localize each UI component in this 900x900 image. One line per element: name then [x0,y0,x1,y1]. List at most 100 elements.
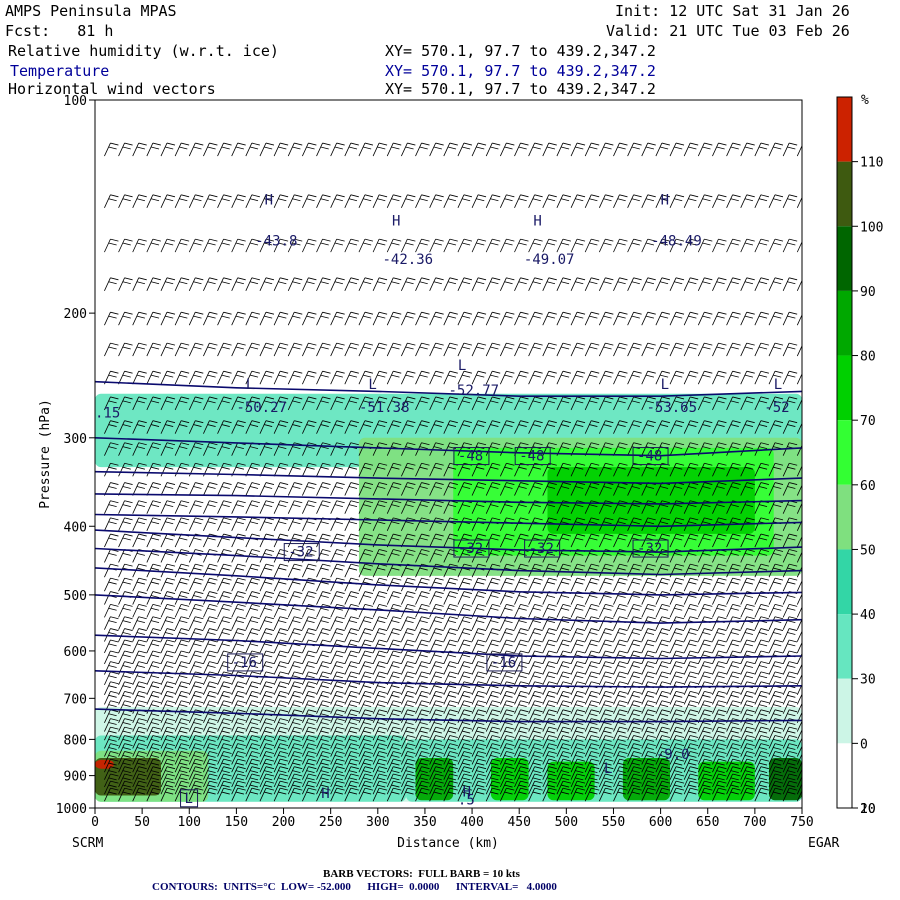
barb-staff [287,780,295,795]
barb-flag [122,704,131,708]
wind-barb-921 [429,194,444,208]
barb-flag [449,671,458,675]
wind-barb-121 [146,194,161,208]
barb-staff [443,616,451,630]
barb-flag [520,691,529,694]
barb-flag [407,661,416,664]
barb-flag [138,780,147,784]
barb-staff [104,616,111,630]
barb-flag [433,242,442,246]
barb-flag [209,766,218,770]
wind-barb-573 [302,517,317,532]
barb-flag [350,766,359,770]
barb-staff [203,661,210,675]
wind-barb-1219 [528,604,543,618]
barb-flag [136,747,146,750]
barb-flag [264,791,273,795]
barb-staff [160,396,168,411]
barb-flag [492,650,501,654]
barb-flag [150,722,160,725]
barb-flag [235,198,244,202]
barb-flag [294,482,303,485]
barb-flag [476,595,485,598]
barb-flag [237,549,246,552]
wind-barb-386 [231,681,246,695]
barb-flag [308,780,317,784]
wind-barb-78 [118,780,133,795]
barb-flag [152,758,161,762]
barb-flag [364,650,374,654]
barb-flag [334,552,343,556]
barb-flag [377,665,386,668]
barb-staff [287,238,295,253]
barb-flag [336,718,345,721]
barb-flag [122,400,131,404]
wind-barb-350 [217,718,232,732]
barb-flag [152,743,161,746]
barb-staff [273,773,281,788]
barb-flag [280,773,289,777]
barb-staff [104,751,111,765]
barb-flag [179,694,188,698]
barb-flag [223,604,232,607]
wind-barb-146 [146,681,161,695]
barb-flag [476,675,485,679]
wind-barb-592 [302,735,317,749]
barb-flag [179,770,188,773]
wind-barb-944 [429,661,444,675]
barb-staff [132,142,140,157]
wind-barb-262 [188,639,204,654]
wind-barb-464 [259,661,275,675]
barb-staff [203,604,210,618]
barb-staff [259,371,267,385]
barb-flag [405,704,414,708]
wind-barb-57 [118,577,133,592]
barb-staff [330,549,338,563]
wind-barb-698 [344,591,359,605]
barb-flag [193,281,202,285]
wind-barb-716 [344,766,359,780]
wind-barb-711 [344,726,359,741]
barb-flag [278,446,287,450]
barb-staff [132,277,140,291]
barb-flag [221,466,230,470]
barb-staff [118,604,125,618]
barb-flag [308,718,317,721]
barb-flag [209,194,218,198]
barb-flag [249,521,259,525]
wind-barb-744 [358,661,374,675]
barb-staff [302,396,309,411]
barb-staff [514,639,521,654]
barb-flag [334,762,343,766]
wind-barb-682 [344,238,359,253]
barb-flag [462,685,471,689]
wind-barb-981 [443,628,458,642]
barb-staff [302,500,309,514]
barb-flag [179,281,188,285]
barb-staff [174,639,182,654]
barb-flag [320,552,329,556]
wind-barb-1181 [514,628,529,642]
barb-flag [181,681,190,685]
barb-flag [378,700,388,704]
barb-flag [165,446,174,450]
barb-staff [330,759,338,773]
barb-flag [251,420,260,424]
wind-barb-695 [344,549,359,563]
barb-flag [391,704,400,708]
barb-flag [237,671,246,675]
barb-flag [292,281,301,285]
wind-barb-299 [203,604,218,618]
wind-barb-536 [287,563,303,578]
wind-barb-101 [132,628,147,642]
wind-barb-300 [203,616,218,630]
wind-barb-962 [443,238,458,253]
barb-flag [195,743,204,746]
barb-staff [245,277,253,291]
barb-flag [124,780,133,784]
wind-barb-543 [287,650,303,665]
barb-flag [320,654,329,658]
wind-barb-648 [330,420,345,434]
barb-flag [292,504,301,507]
barb-staff [485,238,493,253]
